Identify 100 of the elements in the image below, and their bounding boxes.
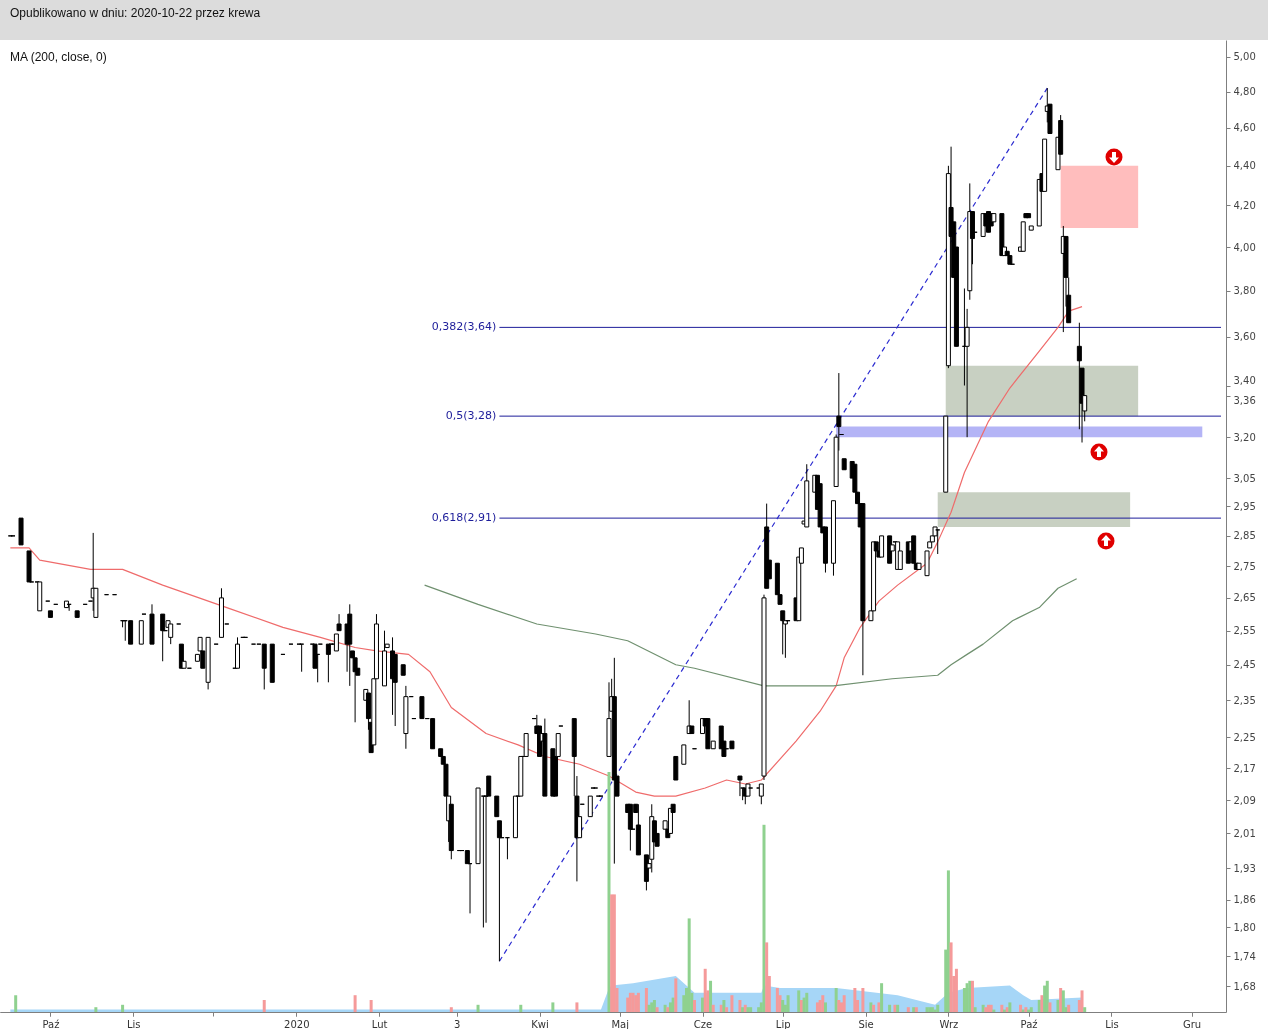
bar (519, 1004, 523, 1012)
y-tick-label: 4,40 (1233, 160, 1256, 172)
y-tick-label: 1,74 (1233, 950, 1256, 962)
bar (1000, 1004, 1004, 1012)
bar (877, 1002, 881, 1012)
y-tick-label: 4,00 (1233, 241, 1256, 253)
bar (626, 997, 630, 1012)
y-tick-label: 3,05 (1233, 472, 1256, 484)
x-tick-label: Lip (775, 1018, 791, 1030)
y-tick-label: 1,93 (1233, 862, 1256, 874)
candlestick (935, 529, 941, 555)
bar (1019, 1004, 1023, 1012)
bar (711, 1004, 715, 1012)
bar (906, 1007, 910, 1012)
bar (781, 1000, 785, 1012)
y-tick-label: 4,60 (1233, 122, 1256, 134)
y-tick-label: 4,20 (1233, 199, 1256, 211)
y-tick-label: 2,85 (1233, 530, 1256, 542)
bar (1048, 1002, 1052, 1012)
bar (674, 978, 678, 1012)
bar (823, 1002, 827, 1012)
y-tick-label: 2,95 (1233, 500, 1256, 512)
candlestick (138, 620, 144, 645)
bar (880, 983, 884, 1012)
bar (954, 968, 958, 1012)
bar (861, 988, 865, 1012)
y-tick-label: 2,09 (1233, 794, 1256, 806)
bar (687, 918, 691, 1012)
line-series (9, 305, 1083, 797)
bar (655, 1007, 659, 1012)
x-tick-label: Sie (858, 1018, 874, 1030)
bar (709, 980, 713, 1012)
bar (369, 1000, 373, 1012)
y-tick-label: 2,55 (1233, 625, 1256, 637)
y-tick-label: 2,45 (1233, 659, 1256, 671)
x-tick-label: Maj (611, 1018, 629, 1030)
x-tick-label: Cze (693, 1018, 713, 1030)
bar (693, 1000, 697, 1012)
bar (821, 995, 825, 1012)
bar (449, 1007, 453, 1012)
candlestick (780, 610, 786, 655)
candlestick (737, 775, 743, 797)
bar (476, 1004, 480, 1012)
x-tick-label: Kwi (531, 1018, 549, 1030)
bar (797, 990, 801, 1012)
bar (551, 1002, 555, 1012)
y-tick-label: 3,40 (1233, 375, 1256, 387)
bar (1083, 1007, 1087, 1012)
y-tick-label: 2,35 (1233, 694, 1256, 706)
bar (775, 988, 779, 1012)
bar (946, 870, 950, 1012)
x-tick-label: 3 (453, 1018, 461, 1030)
ref-line-label: 0,382(3,64) (431, 320, 497, 334)
bar (1080, 990, 1084, 1012)
y-tick-label: 2,65 (1233, 592, 1256, 604)
candlestick (587, 795, 593, 818)
bar (730, 995, 734, 1012)
bar (121, 1004, 125, 1012)
bar (842, 995, 846, 1012)
y-tick-label: 3,80 (1233, 285, 1256, 297)
bar (262, 1000, 266, 1012)
bar (936, 1004, 940, 1012)
x-tick-label: Lis (1105, 1018, 1119, 1030)
ref-line-label: 0,618(2,91) (431, 511, 497, 525)
y-tick-label: 2,75 (1233, 560, 1256, 572)
x-tick-label: Gru (1183, 1018, 1202, 1030)
candlestick (681, 744, 687, 765)
bar (973, 1007, 977, 1012)
bar (725, 1007, 729, 1012)
bar (575, 1002, 579, 1012)
bar (94, 1007, 98, 1012)
bar (1056, 1000, 1060, 1012)
candlestick (673, 755, 679, 781)
bar (1040, 995, 1044, 1012)
bar (805, 992, 809, 1012)
bar (607, 772, 611, 1012)
x-tick-label: Wrz (939, 1018, 959, 1030)
bar (668, 1002, 672, 1012)
bar (888, 1004, 892, 1012)
bar (636, 992, 640, 1012)
x-tick-label: Lis (127, 1018, 141, 1030)
annotation: MA (200, close, 0) (10, 50, 107, 64)
y-tick-label: 1,86 (1233, 894, 1256, 906)
text: Opublikowano w dniu: 2020-10-22 przez krewa (10, 6, 261, 20)
candlestick (494, 795, 500, 818)
y-tick-label: 5,00 (1233, 51, 1256, 63)
y-tick-label: 1,80 (1233, 921, 1256, 933)
candlestick (419, 696, 425, 720)
bar (701, 997, 705, 1012)
x-tick-label: 2020 (284, 1018, 310, 1030)
y-tick-label: 1,68 (1233, 980, 1256, 992)
x-tick-label: Paź (42, 1018, 60, 1030)
ref-line-label: 0,5(3,28) (445, 409, 497, 423)
y-tick-label: 2,17 (1233, 762, 1256, 774)
bar (353, 995, 357, 1012)
y-tick-label: 3,36 (1233, 395, 1256, 407)
bar (749, 1007, 753, 1012)
y-tick-label: 4,80 (1233, 86, 1256, 98)
y-tick-label: 2,25 (1233, 731, 1256, 743)
candlestick (336, 613, 342, 632)
